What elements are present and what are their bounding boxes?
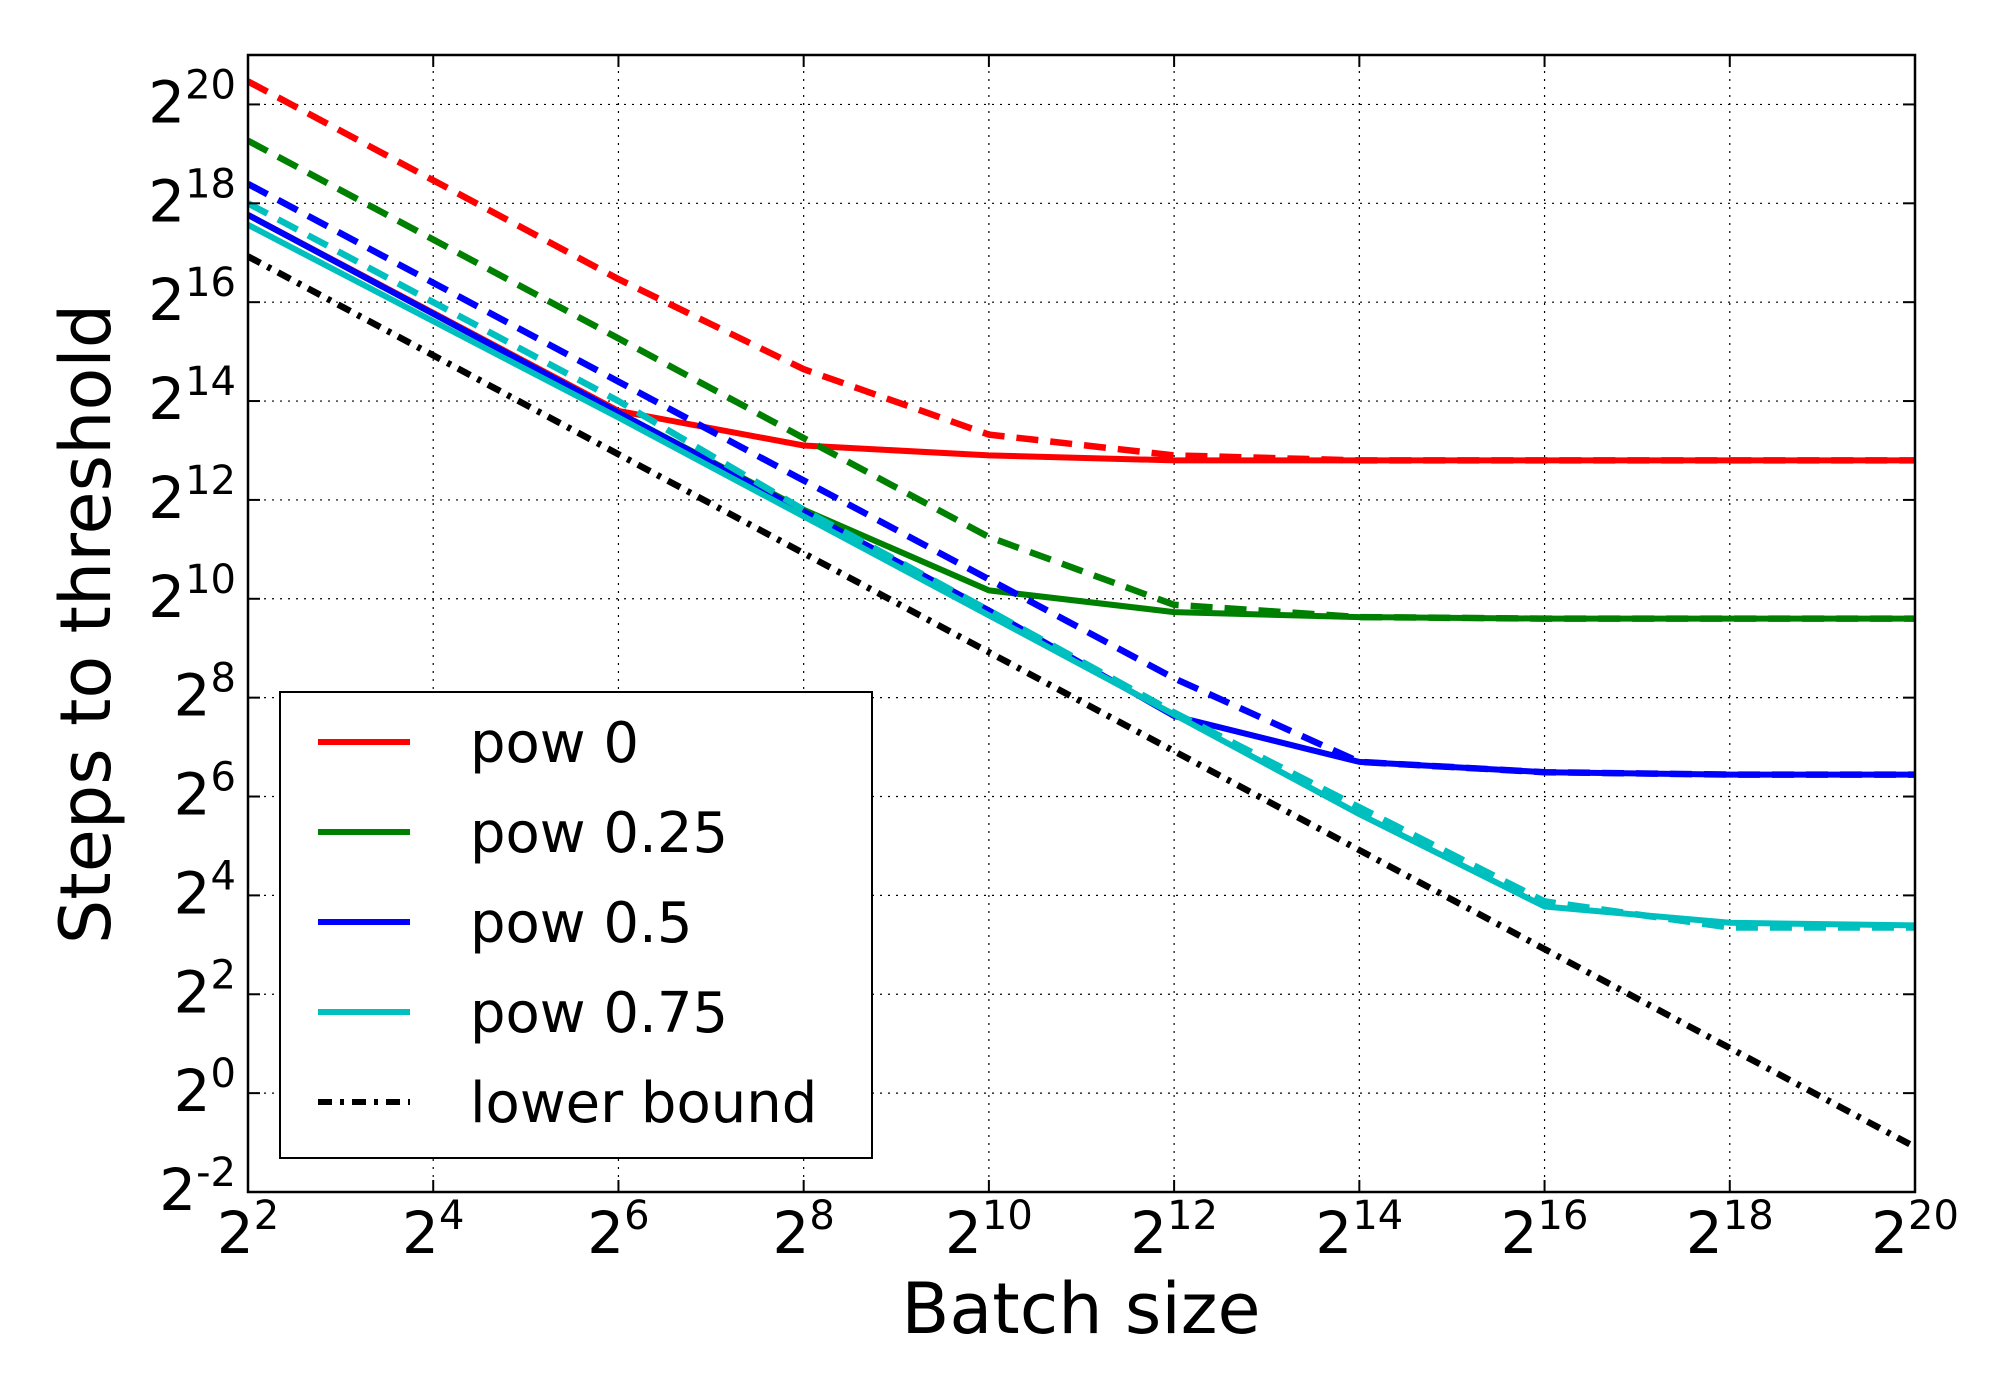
y-tick-exponent: 18 <box>185 161 236 207</box>
legend-label: lower bound <box>470 1071 817 1136</box>
y-tick-label: 24 <box>174 853 236 927</box>
y-tick-exponent: 4 <box>211 853 236 899</box>
x-tick-exponent: 12 <box>1167 1193 1218 1239</box>
y-tick-label: 2-2 <box>159 1150 236 1224</box>
x-tick-base: 2 <box>217 1199 254 1267</box>
y-tick-exponent: 2 <box>211 952 236 998</box>
x-tick-exponent: 4 <box>439 1193 464 1239</box>
y-axis-label: Steps to threshold <box>45 304 127 944</box>
legend: pow 0 pow 0.25 pow 0.5 pow 0.75 lower bound <box>279 691 873 1159</box>
x-tick-exponent: 8 <box>809 1193 834 1239</box>
y-tick-exponent: -2 <box>196 1150 236 1196</box>
x-tick-label: 220 <box>1871 1193 1959 1267</box>
y-tick-label: 210 <box>148 557 236 631</box>
x-tick-base: 2 <box>1686 1199 1723 1267</box>
y-tick-base: 2 <box>174 662 211 730</box>
x-tick-base: 2 <box>1130 1199 1167 1267</box>
legend-label: pow 0 <box>470 711 639 776</box>
x-tick-exponent: 16 <box>1538 1193 1589 1239</box>
y-tick-label: 214 <box>148 359 236 433</box>
x-tick-label: 218 <box>1686 1193 1774 1267</box>
series-line-pow0-dashed <box>248 78 1915 464</box>
x-tick-exponent: 20 <box>1908 1193 1959 1239</box>
y-tick-exponent: 16 <box>185 260 236 306</box>
y-tick-base: 2 <box>148 464 185 532</box>
x-tick-base: 2 <box>1871 1199 1908 1267</box>
x-tick-label: 214 <box>1315 1193 1403 1267</box>
x-tick-exponent: 14 <box>1352 1193 1403 1239</box>
x-axis-label: Batch size <box>901 1268 1260 1350</box>
series-line-pow05-dashed <box>248 181 1915 778</box>
series-line-lower-bound <box>248 253 1915 1150</box>
legend-box <box>279 691 873 1159</box>
y-tick-exponent: 12 <box>185 458 236 504</box>
x-tick-label: 28 <box>772 1193 834 1267</box>
x-tick-base: 2 <box>402 1199 439 1267</box>
y-tick-exponent: 6 <box>211 755 236 801</box>
y-tick-base: 2 <box>174 859 211 927</box>
grid-lines <box>248 55 1915 1192</box>
y-tick-base: 2 <box>174 958 211 1026</box>
y-tick-exponent: 10 <box>185 557 236 603</box>
y-tick-exponent: 14 <box>185 359 236 405</box>
y-tick-base: 2 <box>159 1156 196 1224</box>
x-tick-base: 2 <box>945 1199 982 1267</box>
y-tick-base: 2 <box>174 761 211 829</box>
x-tick-label: 210 <box>945 1193 1033 1267</box>
legend-label: pow 0.75 <box>470 981 728 1046</box>
x-tick-base: 2 <box>1501 1199 1538 1267</box>
x-tick-label: 216 <box>1501 1193 1589 1267</box>
plot-frame <box>246 53 1917 1194</box>
x-tick-label: 212 <box>1130 1193 1218 1267</box>
series-line-pow075-dashed <box>248 200 1915 931</box>
x-tick-exponent: 2 <box>254 1193 279 1239</box>
x-tick-label: 22 <box>217 1193 279 1267</box>
x-tick-label: 26 <box>587 1193 649 1267</box>
y-tick-exponent: 20 <box>185 62 236 108</box>
y-tick-base: 2 <box>148 167 185 235</box>
y-tick-label: 28 <box>174 656 236 730</box>
x-tick-label: 24 <box>402 1193 464 1267</box>
legend-label: pow 0.25 <box>470 801 728 866</box>
y-tick-label: 20 <box>174 1051 236 1125</box>
x-tick-base: 2 <box>1315 1199 1352 1267</box>
legend-label: pow 0.5 <box>470 891 692 956</box>
y-tick-base: 2 <box>148 266 185 334</box>
y-tick-label: 212 <box>148 458 236 532</box>
y-tick-base: 2 <box>148 365 185 433</box>
y-tick-label: 26 <box>174 755 236 829</box>
x-tick-exponent: 6 <box>624 1193 649 1239</box>
y-tick-base: 2 <box>174 1057 211 1125</box>
series-line-pow025-dashed <box>248 137 1915 622</box>
x-tick-base: 2 <box>772 1199 809 1267</box>
x-tick-exponent: 10 <box>982 1193 1033 1239</box>
y-tick-label: 22 <box>174 952 236 1026</box>
axis-ticks: 22 24 26 28 210 212 214 216 218 2202-220222426282… <box>148 55 1959 1267</box>
y-tick-label: 220 <box>148 62 236 136</box>
series-layer <box>248 78 1915 1150</box>
y-tick-exponent: 8 <box>211 656 236 702</box>
x-tick-base: 2 <box>587 1199 624 1267</box>
y-tick-base: 2 <box>148 68 185 136</box>
y-tick-base: 2 <box>148 563 185 631</box>
x-tick-exponent: 18 <box>1723 1193 1774 1239</box>
y-tick-label: 216 <box>148 260 236 334</box>
y-tick-exponent: 0 <box>211 1051 236 1097</box>
y-tick-label: 218 <box>148 161 236 235</box>
